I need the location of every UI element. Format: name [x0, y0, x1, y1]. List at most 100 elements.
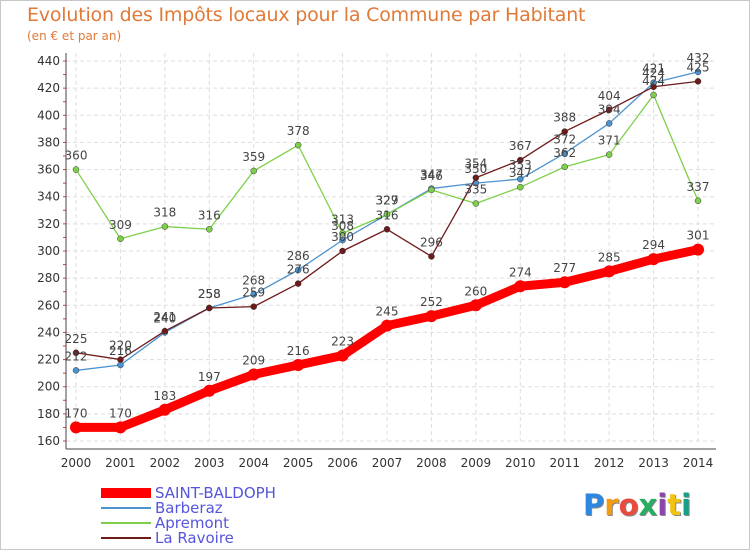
data-label: 274 — [509, 265, 532, 279]
data-label: 367 — [509, 139, 532, 153]
x-tick-label: 2003 — [194, 456, 225, 470]
data-label: 313 — [331, 212, 354, 226]
legend-label: SAINT-BALDOPH — [155, 484, 276, 502]
data-point — [605, 120, 613, 127]
data-label: 285 — [598, 250, 621, 264]
data-label: 170 — [65, 406, 88, 420]
data-label: 209 — [242, 354, 265, 368]
logo-letter: r — [604, 488, 619, 522]
data-point — [70, 421, 82, 434]
data-point — [294, 266, 302, 274]
data-label: 350 — [464, 162, 487, 176]
data-point — [339, 230, 346, 237]
y-tick-label: 160 — [37, 434, 60, 448]
data-label: 277 — [553, 261, 576, 275]
x-tick-label: 2013 — [638, 456, 669, 470]
data-point — [694, 197, 702, 205]
data-label: 276 — [287, 263, 310, 277]
y-tick-label: 260 — [37, 298, 60, 312]
data-label: 259 — [242, 286, 265, 300]
data-point — [561, 163, 568, 171]
data-label: 347 — [420, 168, 443, 182]
data-label: 327 — [376, 193, 399, 207]
data-point — [561, 150, 568, 157]
data-label: 197 — [198, 370, 221, 384]
plot-area — [66, 53, 716, 441]
data-point — [469, 299, 482, 312]
data-point — [472, 174, 480, 181]
series-lines — [70, 68, 704, 434]
data-point — [203, 384, 216, 397]
data-label: 300 — [331, 230, 354, 244]
data-point — [381, 319, 393, 332]
data-label: 318 — [153, 206, 176, 220]
x-tick-label: 2009 — [461, 456, 492, 470]
data-point — [517, 156, 524, 164]
y-tick-label: 420 — [37, 81, 60, 95]
logo-letter: P — [583, 488, 605, 522]
data-point — [158, 403, 171, 416]
data-point — [694, 78, 702, 85]
data-point — [472, 200, 480, 207]
data-point — [605, 151, 613, 158]
data-point — [292, 359, 305, 371]
grid — [66, 53, 716, 442]
legend-item-apremont: Apremont — [101, 514, 361, 532]
data-label: 316 — [376, 208, 399, 222]
y-tick-label: 300 — [37, 244, 60, 258]
legend-item-la-ravoire: La Ravoire — [101, 529, 361, 547]
data-label: 424 — [642, 74, 665, 88]
data-point — [161, 327, 169, 335]
data-point — [650, 83, 657, 91]
x-tick-label: 2000 — [61, 456, 92, 470]
data-label: 268 — [242, 273, 265, 287]
data-point — [650, 91, 657, 99]
data-label: 424 — [642, 66, 665, 80]
data-label: 170 — [109, 406, 132, 420]
y-tick-label: 360 — [37, 163, 60, 177]
data-label: 353 — [509, 158, 532, 172]
data-label: 359 — [242, 150, 265, 164]
y-tick-label: 220 — [37, 353, 60, 367]
legend-swatch — [101, 522, 151, 524]
data-point — [117, 361, 124, 369]
y-tick-label: 280 — [37, 271, 60, 285]
data-label: 220 — [109, 339, 132, 353]
data-label: 240 — [153, 311, 176, 325]
y-tick-label: 340 — [37, 190, 60, 204]
data-label: 360 — [65, 149, 88, 163]
data-label: 421 — [642, 62, 665, 76]
data-point — [383, 226, 391, 233]
data-point — [425, 310, 438, 323]
data-point — [694, 68, 702, 76]
x-tick-label: 2005 — [283, 456, 314, 470]
data-label: 223 — [331, 335, 354, 349]
data-point — [247, 368, 260, 381]
data-label: 286 — [287, 249, 310, 263]
data-label: 260 — [464, 284, 487, 298]
data-label: 258 — [198, 287, 221, 301]
data-point — [339, 236, 346, 244]
y-tick-label: 400 — [37, 108, 60, 122]
data-label: 335 — [464, 183, 487, 197]
data-point — [72, 349, 80, 357]
data-point — [336, 349, 349, 362]
data-point — [428, 253, 435, 260]
legend-swatch — [101, 488, 151, 498]
logo-letter: o — [618, 488, 639, 522]
data-label: 346 — [420, 169, 443, 183]
y-tick-label: 440 — [37, 54, 60, 68]
y-tick-label: 240 — [37, 325, 60, 339]
data-point — [250, 167, 257, 175]
data-label: 371 — [598, 134, 621, 148]
data-label: 425 — [687, 60, 710, 74]
data-point — [294, 280, 302, 287]
data-label: 388 — [553, 111, 576, 125]
x-tick-label: 2014 — [683, 456, 714, 470]
x-tick-label: 2001 — [105, 456, 136, 470]
data-point — [561, 128, 568, 135]
data-label: 258 — [198, 287, 221, 301]
